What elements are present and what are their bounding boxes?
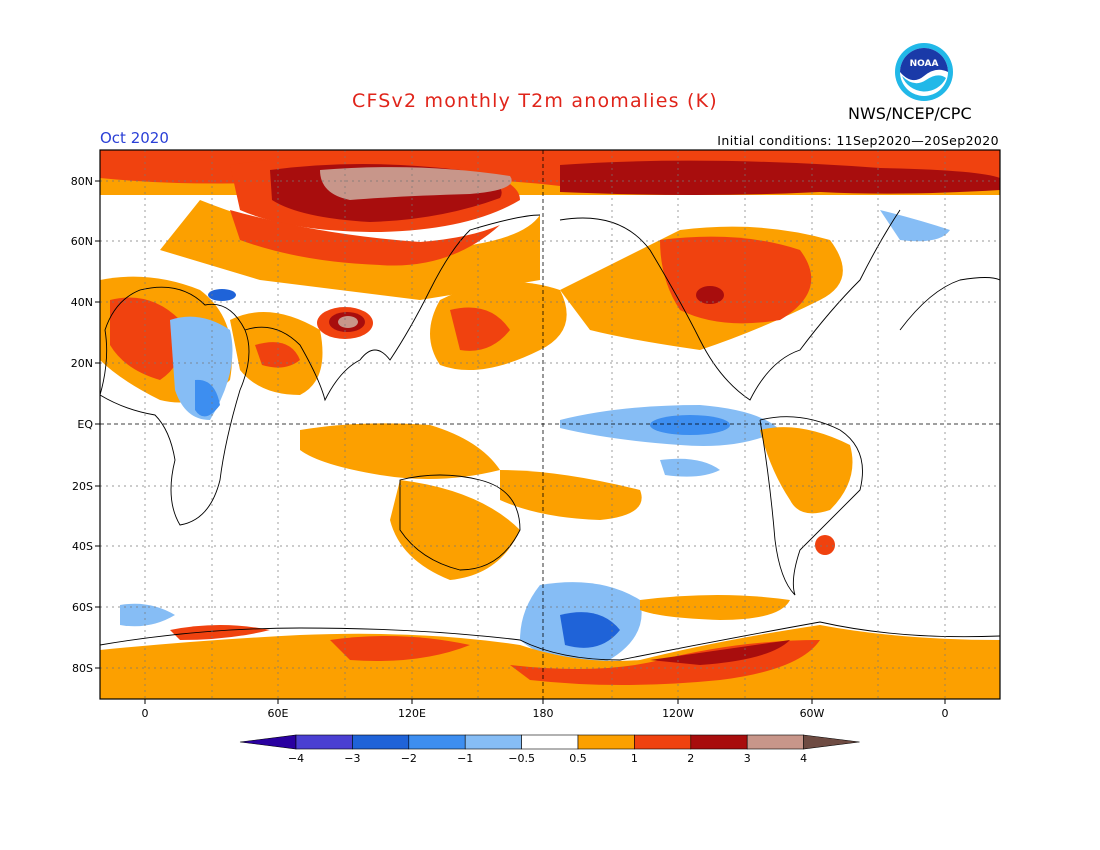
colorbar-swatch (746, 734, 804, 750)
forecast-month: Oct 2020 (100, 129, 169, 147)
colorbar: −4 −3 −2 −1 −0.5 0.5 1 2 3 4 (239, 734, 860, 765)
north-america-coastline (559, 209, 901, 401)
lat-label: 60N (71, 235, 93, 248)
lat-label: EQ (77, 418, 93, 431)
lat-lon-grid (100, 150, 1000, 699)
tibet-anomaly-4K (338, 316, 358, 328)
lat-label: 20S (72, 480, 93, 493)
noaa-logo-text: NOAA (910, 59, 939, 69)
antarctic-anomaly-2K-east (330, 636, 470, 661)
africa-cool-core (195, 379, 220, 417)
colorbar-swatch (521, 734, 579, 750)
lat-label: 60S (72, 601, 93, 614)
lon-label: 120E (398, 707, 426, 720)
colorbar-swatch (295, 734, 353, 750)
nw-pacific-anomaly-2K (450, 307, 510, 351)
south-america-warm (760, 427, 853, 514)
labrador-cool (880, 210, 950, 242)
colorbar-swatch (464, 734, 522, 750)
south-atlantic-cool (120, 603, 175, 627)
colorbar-swatch (690, 734, 748, 750)
eurasia-anomaly-2K (230, 210, 500, 266)
axis-ticks (95, 180, 946, 704)
south-pacific-warm (500, 470, 642, 520)
south-atlantic-warm (640, 595, 790, 620)
noaa-logo: NOAA (895, 43, 953, 101)
australia-warm (390, 480, 520, 580)
patagonia-anomaly-2K (815, 535, 835, 555)
antarctic-anomaly-3K (650, 640, 790, 665)
lon-label: 0 (142, 707, 149, 720)
sahara-anomaly-2K (110, 297, 183, 380)
colorbar-label: −4 (288, 752, 304, 765)
coastlines (100, 209, 1000, 661)
colorbar-swatch (408, 734, 466, 750)
lat-label: 80S (72, 662, 93, 675)
initial-conditions-label: Initial conditions: 11Sep2020—20Sep2020 (717, 133, 999, 148)
lat-label: 80N (71, 175, 93, 188)
europe-coastline (899, 277, 1000, 331)
arctic-pacific-anomaly-3K (560, 160, 1000, 195)
longitude-labels: 0 60E 120E 180 120W 60W 0 (142, 707, 949, 720)
latitude-labels: 80N 60N 40N 20N EQ 20S 40S 60S 80S (71, 175, 94, 675)
caspian-cool (208, 289, 236, 301)
asia-coastline (244, 214, 541, 402)
south-america-coastline (759, 416, 863, 596)
colorbar-label: −2 (401, 752, 417, 765)
colorbar-label: −1 (457, 752, 473, 765)
colorbar-label: 3 (744, 752, 751, 765)
lat-label: 20N (71, 357, 93, 370)
lon-label: 120W (662, 707, 694, 720)
colorbar-swatch (634, 734, 692, 750)
north-america-anomaly-3K (696, 286, 724, 304)
enso-cool-core (650, 415, 730, 435)
colorbar-label: −0.5 (508, 752, 535, 765)
colorbar-label: 0.5 (569, 752, 587, 765)
map-title: CFSv2 monthly T2m anomalies (K) (352, 90, 718, 112)
colorbar-label: 4 (800, 752, 807, 765)
colorbar-swatch (352, 734, 410, 750)
southern-ocean-cool-core (560, 612, 620, 648)
indian-ocean-warm (300, 423, 500, 479)
antarctica-coastline (100, 621, 1000, 661)
lon-label: 180 (533, 707, 554, 720)
india-anomaly-2K (255, 342, 300, 368)
south-pacific-cool (660, 458, 720, 477)
australia-coastline (399, 474, 521, 571)
colorbar-arrow-low (239, 734, 297, 750)
map-panel (100, 150, 1000, 699)
africa-coastline (100, 286, 250, 526)
colorbar-label: 1 (631, 752, 638, 765)
lat-label: 40S (72, 540, 93, 553)
colorbar-label: 2 (687, 752, 694, 765)
lon-label: 0 (942, 707, 949, 720)
agency-label: NWS/NCEP/CPC (848, 104, 972, 123)
lon-label: 60W (800, 707, 825, 720)
arctic-anomaly-4K (320, 167, 512, 200)
colorbar-swatch (577, 734, 635, 750)
colorbar-label: −3 (344, 752, 360, 765)
north-america-anomaly-2K (660, 236, 812, 324)
lon-label: 60E (268, 707, 289, 720)
lat-label: 40N (71, 296, 93, 309)
antarctic-anomaly-2K-west (170, 625, 270, 640)
colorbar-arrow-high (803, 734, 860, 750)
